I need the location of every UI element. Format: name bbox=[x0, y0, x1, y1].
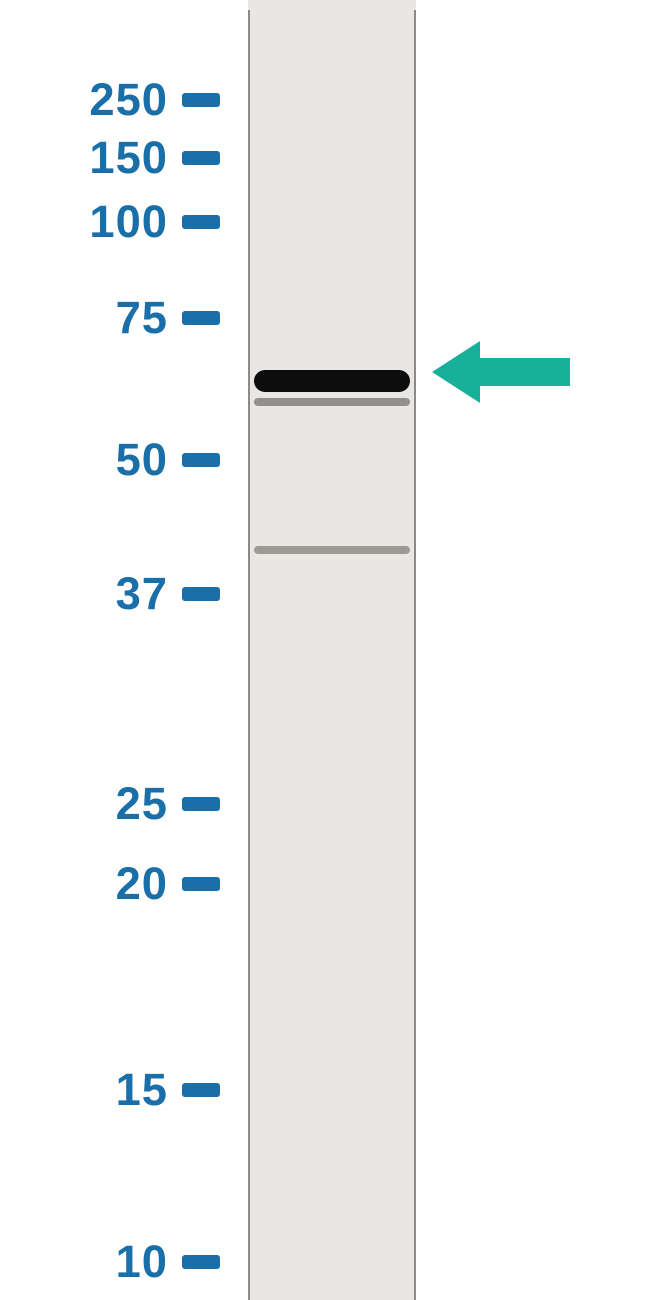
lane-border-left bbox=[248, 10, 250, 1300]
band-1 bbox=[254, 398, 410, 406]
marker-label-20: 20 bbox=[116, 858, 168, 910]
band-0 bbox=[254, 370, 410, 392]
marker-tick-75 bbox=[182, 311, 220, 325]
band-2 bbox=[254, 546, 410, 554]
marker-tick-25 bbox=[182, 797, 220, 811]
marker-tick-37 bbox=[182, 587, 220, 601]
marker-label-10: 10 bbox=[116, 1236, 168, 1288]
blot-lane bbox=[248, 0, 416, 1300]
marker-tick-150 bbox=[182, 151, 220, 165]
western-blot-figure: 250 150 100 75 50 37 25 20 15 10 bbox=[0, 0, 650, 1300]
marker-label-75: 75 bbox=[116, 292, 168, 344]
marker-label-250: 250 bbox=[89, 74, 168, 126]
marker-tick-50 bbox=[182, 453, 220, 467]
marker-label-37: 37 bbox=[116, 568, 168, 620]
marker-tick-10 bbox=[182, 1255, 220, 1269]
marker-tick-15 bbox=[182, 1083, 220, 1097]
marker-tick-100 bbox=[182, 215, 220, 229]
marker-label-50: 50 bbox=[116, 434, 168, 486]
marker-label-150: 150 bbox=[89, 132, 168, 184]
marker-label-25: 25 bbox=[116, 778, 168, 830]
marker-label-15: 15 bbox=[116, 1064, 168, 1116]
marker-tick-20 bbox=[182, 877, 220, 891]
marker-tick-250 bbox=[182, 93, 220, 107]
marker-label-100: 100 bbox=[89, 196, 168, 248]
lane-border-right bbox=[414, 10, 416, 1300]
